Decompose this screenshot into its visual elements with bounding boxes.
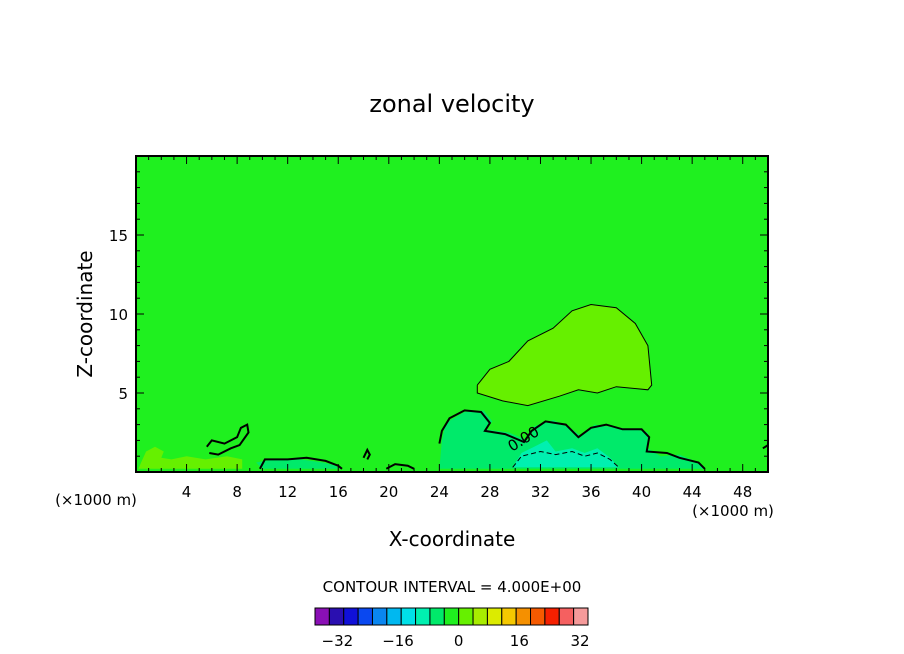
- x-tick-label: 48: [733, 483, 752, 501]
- colorbar-swatch: [443, 607, 460, 626]
- chart-title: zonal velocity: [369, 90, 534, 118]
- colorbar-tick-label: 32: [570, 632, 589, 650]
- x-tick-label: 24: [430, 483, 449, 501]
- colorbar-swatch: [400, 607, 417, 626]
- colorbar-swatch: [343, 607, 359, 626]
- shaded-regions: [138, 304, 705, 469]
- x-tick-label: 40: [632, 483, 651, 501]
- x-tick-label: 16: [329, 483, 348, 501]
- colorbar: [314, 607, 589, 626]
- colorbar-swatch: [386, 607, 402, 626]
- colorbar-swatch: [486, 607, 503, 626]
- positive-contour-upper: [476, 303, 653, 407]
- x-tick-label: 36: [581, 483, 600, 501]
- colorbar-swatch: [544, 607, 560, 626]
- x-axis-label: X-coordinate: [389, 527, 516, 551]
- x-axis-ticks: 4 8 12 16 20 24 28 32 36 40 44 48: [148, 156, 756, 501]
- x-tick-label: 8: [232, 483, 242, 501]
- y-axis-label: Z-coordinate: [73, 250, 97, 377]
- colorbar-swatch: [501, 607, 517, 626]
- x-unit-left: (×1000 m): [55, 491, 137, 509]
- zero-contour-right: [438, 409, 706, 470]
- colorbar-tick-label: 16: [510, 632, 529, 650]
- colorbar-swatch: [357, 607, 373, 626]
- colorbar-swatch: [458, 607, 474, 626]
- negative-region-left: [256, 459, 339, 469]
- strong-negative-region: [512, 440, 619, 468]
- colorbar-swatch: [558, 607, 575, 626]
- colorbar-swatch: [429, 607, 445, 626]
- colorbar-tick-label: 0: [454, 632, 464, 650]
- negative-contour-dashed: [512, 450, 620, 468]
- zero-contour-small-loop: [362, 447, 371, 460]
- x-tick-label: 44: [683, 483, 702, 501]
- positive-region-upper: [477, 304, 652, 406]
- x-tick-label: 20: [379, 483, 398, 501]
- contour-interval-text: CONTOUR INTERVAL = 4.000E+00: [323, 578, 582, 596]
- positive-patch-left: [138, 446, 243, 469]
- y-tick-label: 10: [109, 306, 128, 324]
- negative-region: [439, 410, 705, 469]
- contour-lines: [206, 303, 769, 470]
- colorbar-labels: −32 −16 0 16 32: [322, 632, 590, 650]
- colorbar-swatch: [573, 607, 589, 626]
- colorbar-swatch: [530, 607, 546, 626]
- colorbar-swatch: [515, 607, 532, 626]
- x-tick-label: 12: [278, 483, 297, 501]
- x-tick-label: 4: [182, 483, 192, 501]
- x-tick-label: 32: [531, 483, 550, 501]
- y-axis-ticks: 5 10 15: [109, 171, 768, 457]
- zero-contour-left-loop: [206, 423, 250, 456]
- colorbar-swatch: [314, 607, 330, 626]
- colorbar-swatch: [328, 607, 345, 626]
- colorbar-swatch: [371, 607, 388, 626]
- colorbar-swatch: [415, 607, 431, 626]
- y-tick-label: 15: [109, 227, 128, 245]
- x-tick-label: 28: [480, 483, 499, 501]
- x-unit-right: (×1000 m): [692, 502, 774, 520]
- zero-contour-mid: [385, 463, 415, 470]
- colorbar-tick-label: −16: [382, 632, 414, 650]
- colorbar-tick-label: −32: [322, 632, 354, 650]
- y-tick-label: 5: [118, 385, 128, 403]
- colorbar-swatch: [472, 607, 488, 626]
